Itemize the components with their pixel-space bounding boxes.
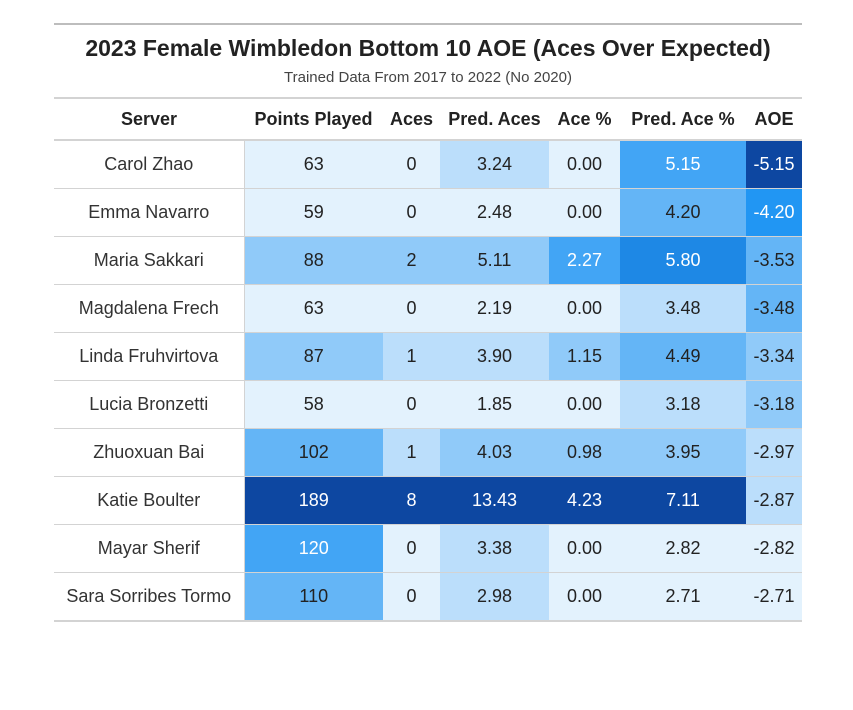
col-header-pred-ace-pct: Pred. Ace % (631, 108, 735, 129)
table-row: Zhuoxuan Bai 102 1 4.03 0.98 3.95 -2.97 (54, 428, 802, 477)
cell-server: Sara Sorribes Tormo (54, 572, 245, 622)
table-row: Emma Navarro 59 0 2.48 0.00 4.20 -4.20 (54, 188, 802, 237)
cell-pred-ace-pct: 4.49 (620, 332, 746, 381)
table-subtitle: Trained Data From 2017 to 2022 (No 2020) (284, 69, 572, 86)
cell-ace-pct: 2.27 (549, 236, 620, 285)
cell-aces: 8 (383, 476, 440, 525)
cell-aoe: -3.18 (746, 380, 802, 429)
cell-aoe: -5.15 (746, 140, 802, 189)
cell-pred-aces: 2.98 (440, 572, 549, 622)
cell-pred-aces: 3.24 (440, 140, 549, 189)
cell-pred-ace-pct: 3.95 (620, 428, 746, 477)
cell-aces: 0 (383, 524, 440, 573)
table-title: 2023 Female Wimbledon Bottom 10 AOE (Ace… (85, 35, 771, 61)
cell-aoe: -3.53 (746, 236, 802, 285)
cell-points-played: 58 (244, 380, 383, 429)
cell-aoe: -3.34 (746, 332, 802, 381)
cell-pred-ace-pct: 3.48 (620, 284, 746, 333)
cell-aoe: -2.82 (746, 524, 802, 573)
cell-server: Zhuoxuan Bai (54, 428, 245, 477)
cell-points-played: 87 (244, 332, 383, 381)
cell-pred-aces: 3.90 (440, 332, 549, 381)
cell-server: Carol Zhao (54, 140, 245, 189)
cell-pred-ace-pct: 5.15 (620, 140, 746, 189)
cell-pred-ace-pct: 7.11 (620, 476, 746, 525)
col-header-ace-pct: Ace % (557, 108, 612, 129)
cell-points-played: 189 (244, 476, 383, 525)
table-row: Linda Fruhvirtova 87 1 3.90 1.15 4.49 -3.34 (54, 332, 802, 381)
table-row: Maria Sakkari 88 2 5.11 2.27 5.80 -3.53 (54, 236, 802, 285)
cell-ace-pct: 0.00 (549, 380, 620, 429)
table-row: Katie Boulter 189 8 13.43 4.23 7.11 -2.87 (54, 476, 802, 525)
cell-server: Linda Fruhvirtova (54, 332, 245, 381)
cell-aces: 1 (383, 332, 440, 381)
cell-points-played: 63 (244, 140, 383, 189)
cell-ace-pct: 0.00 (549, 284, 620, 333)
cell-aoe: -3.48 (746, 284, 802, 333)
table-row: Magdalena Frech 63 0 2.19 0.00 3.48 -3.48 (54, 284, 802, 333)
cell-aoe: -4.20 (746, 188, 802, 237)
cell-pred-ace-pct: 2.71 (620, 572, 746, 622)
cell-aces: 0 (383, 188, 440, 237)
cell-aces: 0 (383, 284, 440, 333)
col-header-aces: Aces (389, 108, 434, 129)
cell-pred-ace-pct: 3.18 (620, 380, 746, 429)
cell-points-played: 110 (244, 572, 383, 622)
cell-points-played: 120 (244, 524, 383, 573)
cell-server: Katie Boulter (54, 476, 245, 525)
cell-points-played: 63 (244, 284, 383, 333)
col-header-pred-aces: Pred. Aces (448, 108, 541, 129)
table-container: 2023 Female Wimbledon Bottom 10 AOE (Ace… (54, 23, 802, 622)
cell-ace-pct: 0.98 (549, 428, 620, 477)
cell-ace-pct: 4.23 (549, 476, 620, 525)
cell-aoe: -2.97 (746, 428, 802, 477)
aoe-table: Server Points Played Aces Pred. Aces Ace… (54, 97, 802, 622)
table-row: Sara Sorribes Tormo 110 0 2.98 0.00 2.71 -2.71 (54, 572, 802, 622)
cell-pred-aces: 3.38 (440, 524, 549, 573)
cell-pred-aces: 13.43 (440, 476, 549, 525)
cell-ace-pct: 0.00 (549, 572, 620, 622)
cell-ace-pct: 1.15 (549, 332, 620, 381)
cell-ace-pct: 0.00 (549, 140, 620, 189)
cell-points-played: 88 (244, 236, 383, 285)
cell-aces: 0 (383, 140, 440, 189)
cell-ace-pct: 0.00 (549, 188, 620, 237)
cell-server: Magdalena Frech (54, 284, 245, 333)
cell-pred-ace-pct: 5.80 (620, 236, 746, 285)
cell-aces: 0 (383, 572, 440, 622)
table-row: Carol Zhao 63 0 3.24 0.00 5.15 -5.15 (54, 140, 802, 189)
cell-points-played: 102 (244, 428, 383, 477)
cell-aces: 0 (383, 380, 440, 429)
cell-pred-ace-pct: 2.82 (620, 524, 746, 573)
header-row: Server Points Played Aces Pred. Aces Ace… (54, 98, 802, 140)
cell-aoe: -2.71 (746, 572, 802, 622)
cell-aoe: -2.87 (746, 476, 802, 525)
col-header-server: Server (120, 108, 178, 129)
cell-pred-aces: 4.03 (440, 428, 549, 477)
table-body: Carol Zhao 63 0 3.24 0.00 5.15 -5.15 Emma Navar… (54, 140, 802, 622)
col-header-aoe: AOE (754, 108, 794, 129)
cell-pred-aces: 1.85 (440, 380, 549, 429)
top-rule (54, 23, 802, 25)
cell-pred-aces: 2.19 (440, 284, 549, 333)
cell-pred-aces: 2.48 (440, 188, 549, 237)
cell-pred-aces: 5.11 (440, 236, 549, 285)
cell-server: Lucia Bronzetti (54, 380, 245, 429)
table-row: Mayar Sherif 120 0 3.38 0.00 2.82 -2.82 (54, 524, 802, 573)
cell-aces: 1 (383, 428, 440, 477)
cell-aces: 2 (383, 236, 440, 285)
cell-server: Maria Sakkari (54, 236, 245, 285)
cell-pred-ace-pct: 4.20 (620, 188, 746, 237)
cell-points-played: 59 (244, 188, 383, 237)
cell-server: Mayar Sherif (54, 524, 245, 573)
cell-server: Emma Navarro (54, 188, 245, 237)
table-row: Lucia Bronzetti 58 0 1.85 0.00 3.18 -3.18 (54, 380, 802, 429)
col-header-points-played: Points Played (254, 108, 373, 129)
cell-ace-pct: 0.00 (549, 524, 620, 573)
